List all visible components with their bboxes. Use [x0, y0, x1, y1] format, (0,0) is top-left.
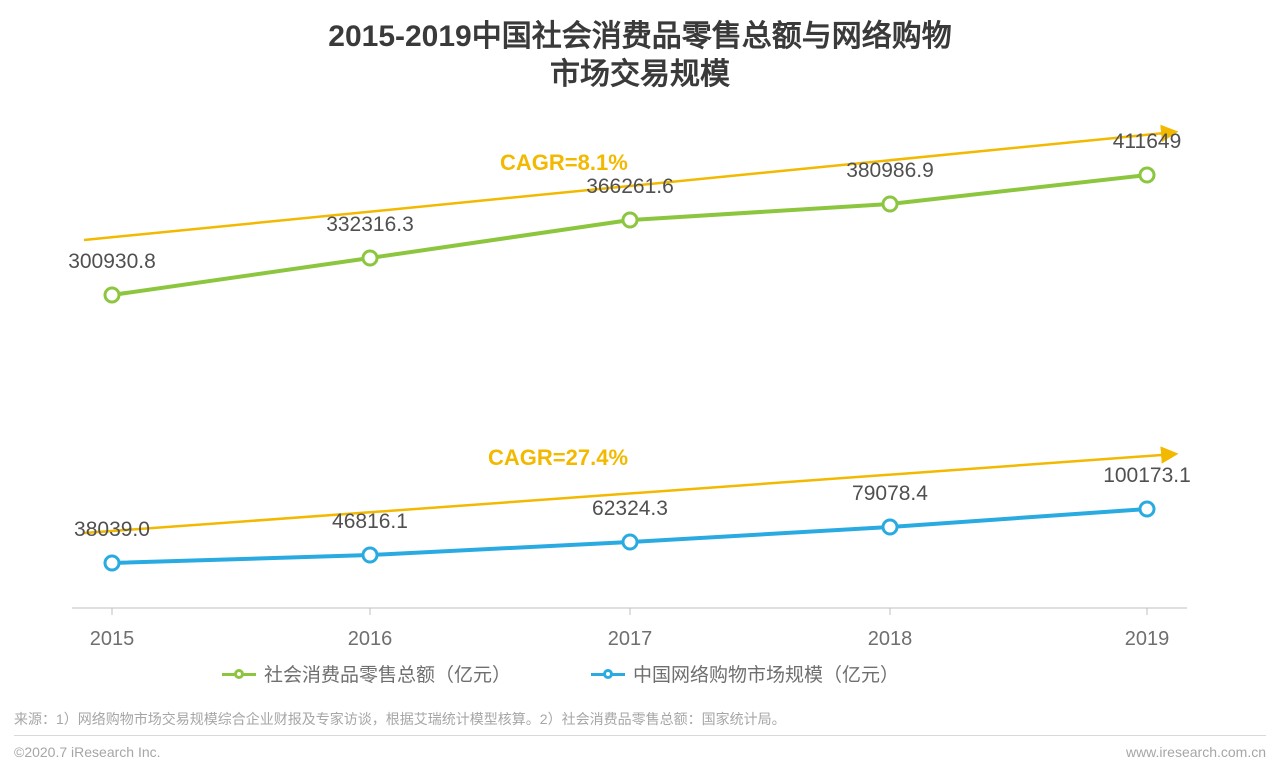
legend-item: 社会消费品零售总额（亿元） — [222, 660, 511, 687]
cagr-label: CAGR=8.1% — [500, 150, 628, 176]
source-text: 来源：1）网络购物市场交易规模综合企业财报及专家访谈，根据艾瑞统计模型核算。2）… — [14, 711, 786, 727]
x-tick-label: 2019 — [1125, 628, 1170, 651]
legend-label: 社会消费品零售总额（亿元） — [264, 660, 511, 687]
footer-url: www.iresearch.com.cn — [1126, 744, 1266, 760]
legend-swatch-icon — [591, 667, 625, 681]
cagr-label: CAGR=27.4% — [488, 445, 628, 471]
x-tick-label: 2017 — [608, 628, 653, 651]
series-value-label: 380986.9 — [846, 159, 934, 183]
source-block: 来源：1）网络购物市场交易规模综合企业财报及专家访谈，根据艾瑞统计模型核算。2）… — [14, 709, 1266, 736]
legend-label: 中国网络购物市场规模（亿元） — [633, 660, 899, 687]
x-tick-label: 2016 — [348, 628, 393, 651]
series-value-label: 332316.3 — [326, 213, 414, 237]
x-tick-label: 2018 — [868, 628, 913, 651]
series-value-label: 38039.0 — [74, 518, 150, 542]
footer: ©2020.7 iResearch Inc. www.iresearch.com… — [14, 744, 1266, 760]
series-value-label: 46816.1 — [332, 510, 408, 534]
series-value-label: 366261.6 — [586, 175, 674, 199]
series-value-label: 411649 — [1113, 130, 1182, 154]
series-value-label: 79078.4 — [852, 482, 928, 506]
legend-swatch-icon — [222, 667, 256, 681]
series-value-label: 300930.8 — [68, 250, 156, 274]
series-value-label: 62324.3 — [592, 497, 668, 521]
x-tick-label: 2015 — [90, 628, 135, 651]
series-value-label: 100173.1 — [1103, 464, 1191, 488]
chart-canvas — [0, 0, 1280, 766]
chart-legend: 社会消费品零售总额（亿元） 中国网络购物市场规模（亿元） — [222, 660, 899, 687]
footer-copyright: ©2020.7 iResearch Inc. — [14, 744, 161, 760]
legend-item: 中国网络购物市场规模（亿元） — [591, 660, 899, 687]
